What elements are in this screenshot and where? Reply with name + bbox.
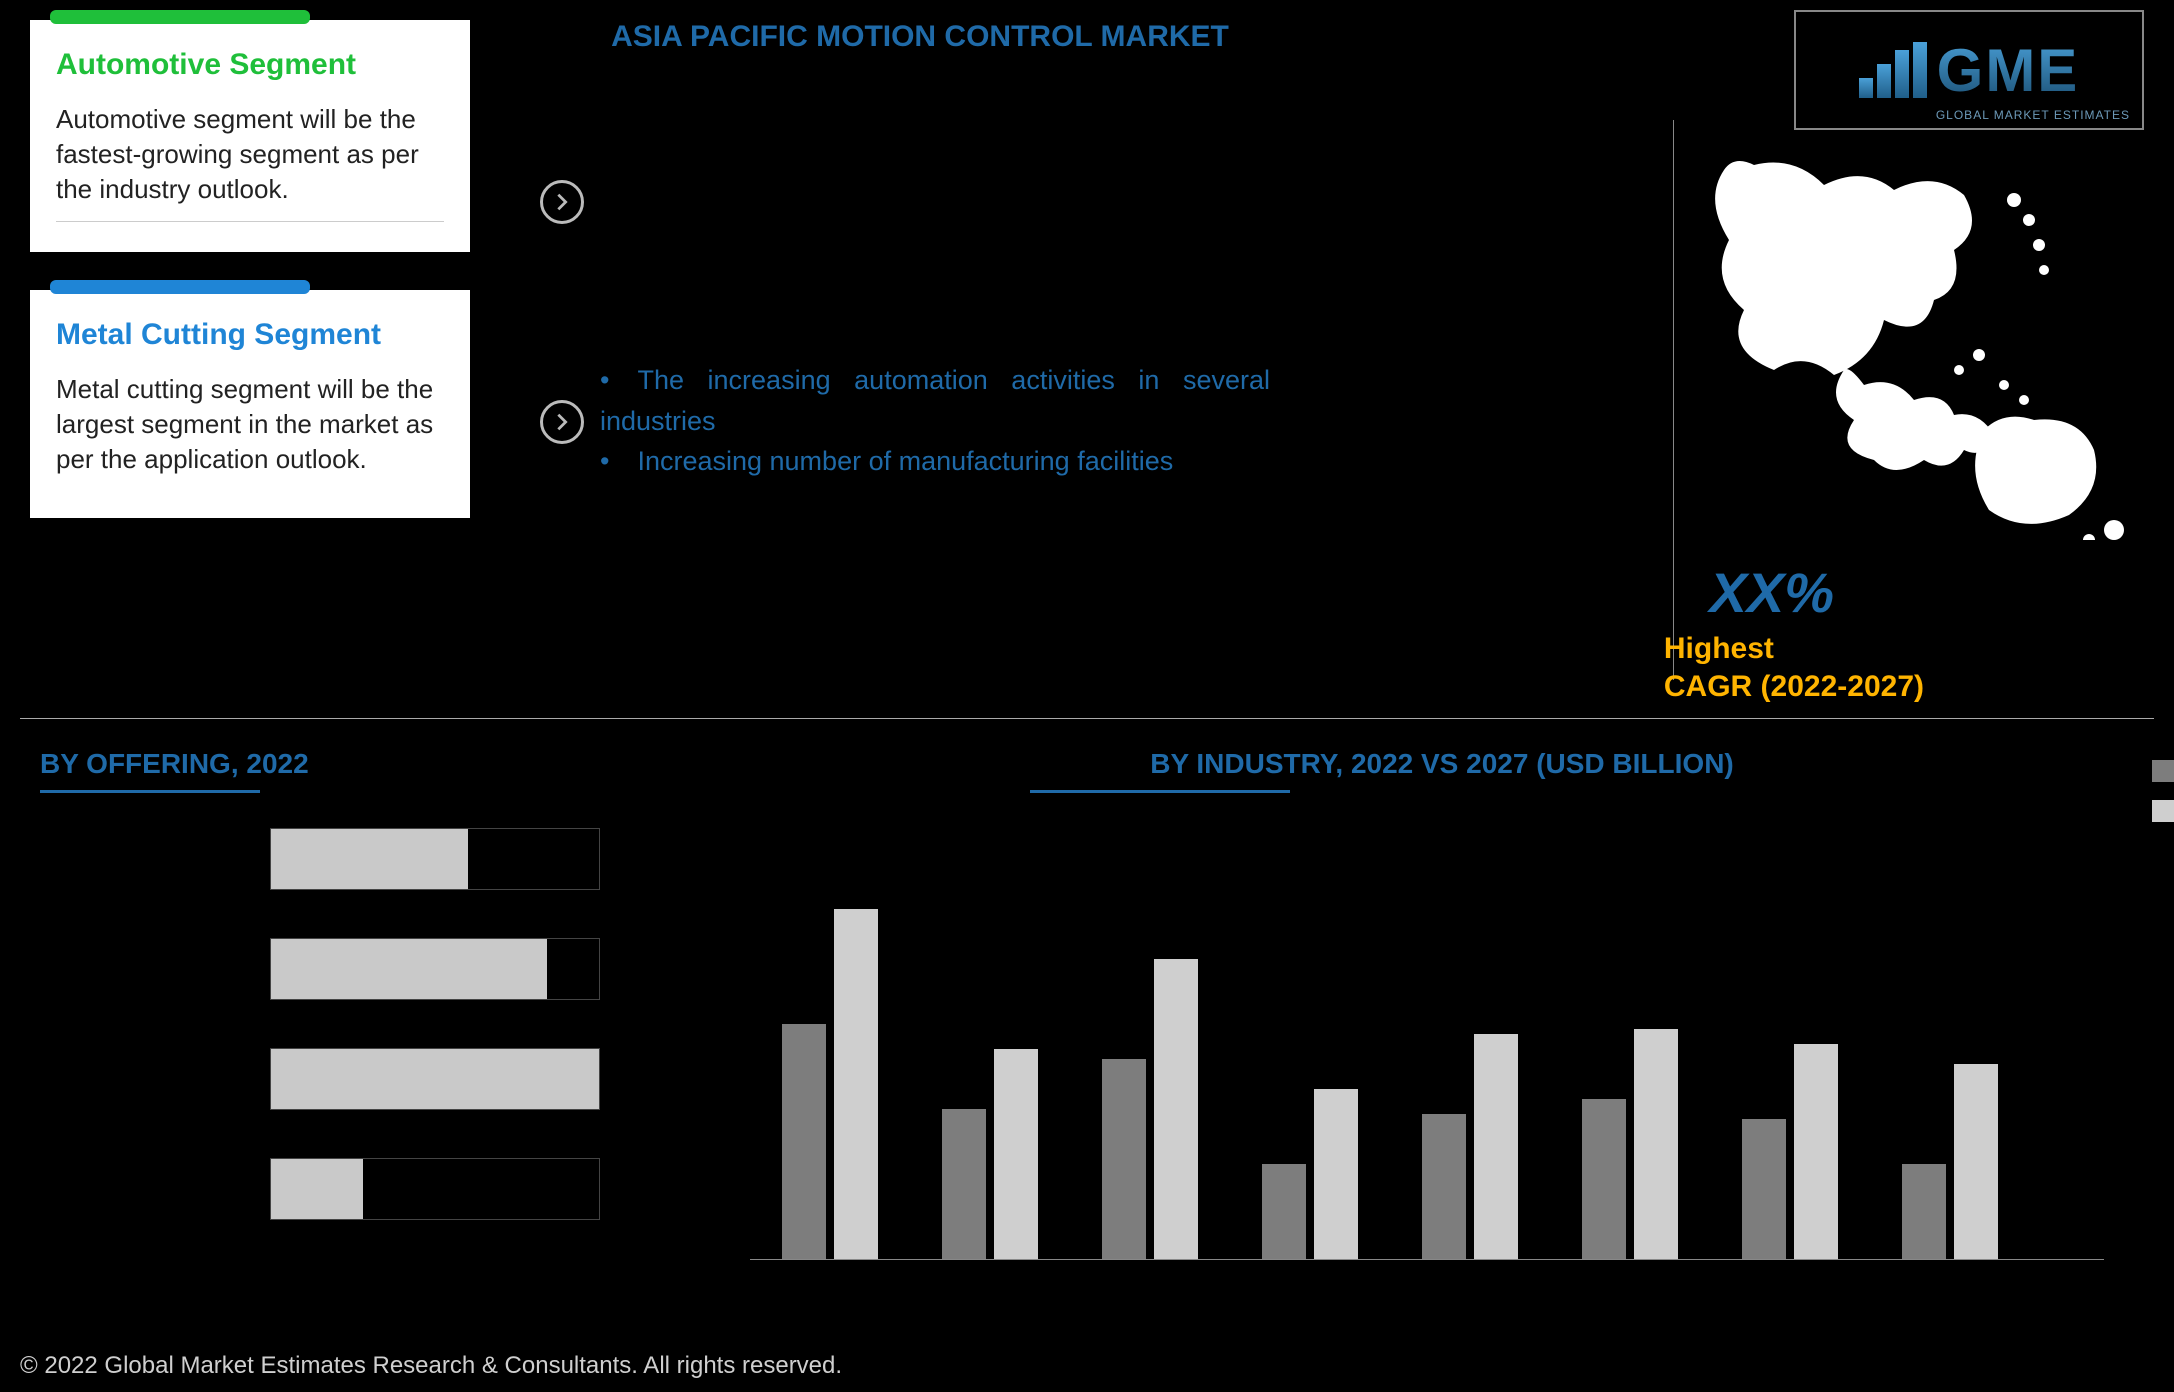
industry-bar-2027 bbox=[1474, 1034, 1518, 1259]
logo-subtitle: GLOBAL MARKET ESTIMATES bbox=[1936, 108, 2130, 122]
industry-bar-group bbox=[1250, 1089, 1370, 1259]
offering-bar-row bbox=[270, 1043, 680, 1115]
logo-text: GME bbox=[1937, 36, 2080, 105]
automotive-accent-bar bbox=[50, 10, 310, 24]
vertical-divider bbox=[1673, 120, 1674, 680]
industry-bar-2027 bbox=[994, 1049, 1038, 1259]
offering-hbar-chart bbox=[40, 823, 680, 1263]
industry-vbar-chart bbox=[750, 850, 2104, 1260]
offering-bar-row bbox=[270, 1153, 680, 1225]
industry-chart-title: BY INDUSTRY, 2022 VS 2027 (USD BILLION) bbox=[750, 748, 2134, 780]
offering-panel: BY OFFERING, 2022 bbox=[0, 730, 740, 1332]
infographic-root: Automotive Segment Automotive segment wi… bbox=[0, 0, 2174, 1392]
legend-swatch-icon bbox=[2152, 800, 2174, 822]
industry-bar-group bbox=[770, 909, 890, 1259]
industry-bar-2027 bbox=[1154, 959, 1198, 1259]
copyright-footer: © 2022 Global Market Estimates Research … bbox=[20, 1352, 842, 1380]
industry-panel: BY INDUSTRY, 2022 VS 2027 (USD BILLION) bbox=[740, 730, 2174, 1332]
industry-bar-2027 bbox=[1314, 1089, 1358, 1259]
cagr-label: Highest CAGR (2022-2027) bbox=[1664, 630, 1924, 705]
industry-bar-group bbox=[1730, 1044, 1850, 1259]
offering-bar-row bbox=[270, 933, 680, 1005]
market-drivers: The increasing automation activities in … bbox=[600, 360, 1270, 482]
industry-bar-2022 bbox=[782, 1024, 826, 1259]
industry-bar-2022 bbox=[1422, 1114, 1466, 1259]
industry-bar-2022 bbox=[1582, 1099, 1626, 1259]
industry-bar-2022 bbox=[1902, 1164, 1946, 1259]
industry-title-underline bbox=[1030, 790, 1290, 793]
offering-title-underline bbox=[40, 790, 260, 793]
industry-bar-2022 bbox=[942, 1109, 986, 1259]
top-region: Automotive Segment Automotive segment wi… bbox=[0, 0, 2174, 718]
industry-legend bbox=[2152, 760, 2174, 822]
industry-bar-2022 bbox=[1102, 1059, 1146, 1259]
industry-bar-2027 bbox=[834, 909, 878, 1259]
asia-pacific-map-icon bbox=[1684, 140, 2134, 540]
industry-bar-group bbox=[1090, 959, 1210, 1259]
industry-bar-2022 bbox=[1742, 1119, 1786, 1259]
chevron-right-icon bbox=[540, 400, 584, 444]
industry-bar-2027 bbox=[1954, 1064, 1998, 1259]
legend-2022 bbox=[2152, 760, 2174, 782]
segment-cards: Automotive Segment Automotive segment wi… bbox=[30, 20, 470, 556]
automotive-card: Automotive Segment Automotive segment wi… bbox=[30, 20, 470, 252]
card-divider bbox=[56, 221, 444, 222]
chevron-right-icon bbox=[540, 180, 584, 224]
offering-chart-title: BY OFFERING, 2022 bbox=[40, 748, 710, 780]
metal-accent-bar bbox=[50, 280, 310, 294]
metal-card: Metal Cutting Segment Metal cutting segm… bbox=[30, 290, 470, 517]
gme-logo: GME GLOBAL MARKET ESTIMATES bbox=[1794, 10, 2144, 130]
offering-bar-row bbox=[270, 823, 680, 895]
driver-item: Increasing number of manufacturing facil… bbox=[600, 441, 1270, 482]
automotive-card-title: Automotive Segment bbox=[56, 48, 444, 82]
legend-2027 bbox=[2152, 800, 2174, 822]
logo-bars-icon bbox=[1859, 42, 1927, 98]
driver-item: The increasing automation activities in … bbox=[600, 360, 1270, 441]
page-title: ASIA PACIFIC MOTION CONTROL MARKET bbox=[560, 20, 1280, 54]
industry-bar-2027 bbox=[1794, 1044, 1838, 1259]
industry-bar-2022 bbox=[1262, 1164, 1306, 1259]
bottom-region: BY OFFERING, 2022 BY INDUSTRY, 2022 VS 2… bbox=[0, 730, 2174, 1332]
cagr-value: XX% bbox=[1710, 560, 1835, 625]
industry-bar-2027 bbox=[1634, 1029, 1678, 1259]
industry-bar-group bbox=[1890, 1064, 2010, 1259]
industry-bar-group bbox=[1410, 1034, 1530, 1259]
automotive-card-body: Automotive segment will be the fastest-g… bbox=[56, 102, 444, 207]
industry-bar-group bbox=[1570, 1029, 1690, 1259]
metal-card-title: Metal Cutting Segment bbox=[56, 318, 444, 352]
horizontal-divider bbox=[20, 718, 2154, 719]
metal-card-body: Metal cutting segment will be the larges… bbox=[56, 372, 444, 477]
legend-swatch-icon bbox=[2152, 760, 2174, 782]
industry-bar-group bbox=[930, 1049, 1050, 1259]
